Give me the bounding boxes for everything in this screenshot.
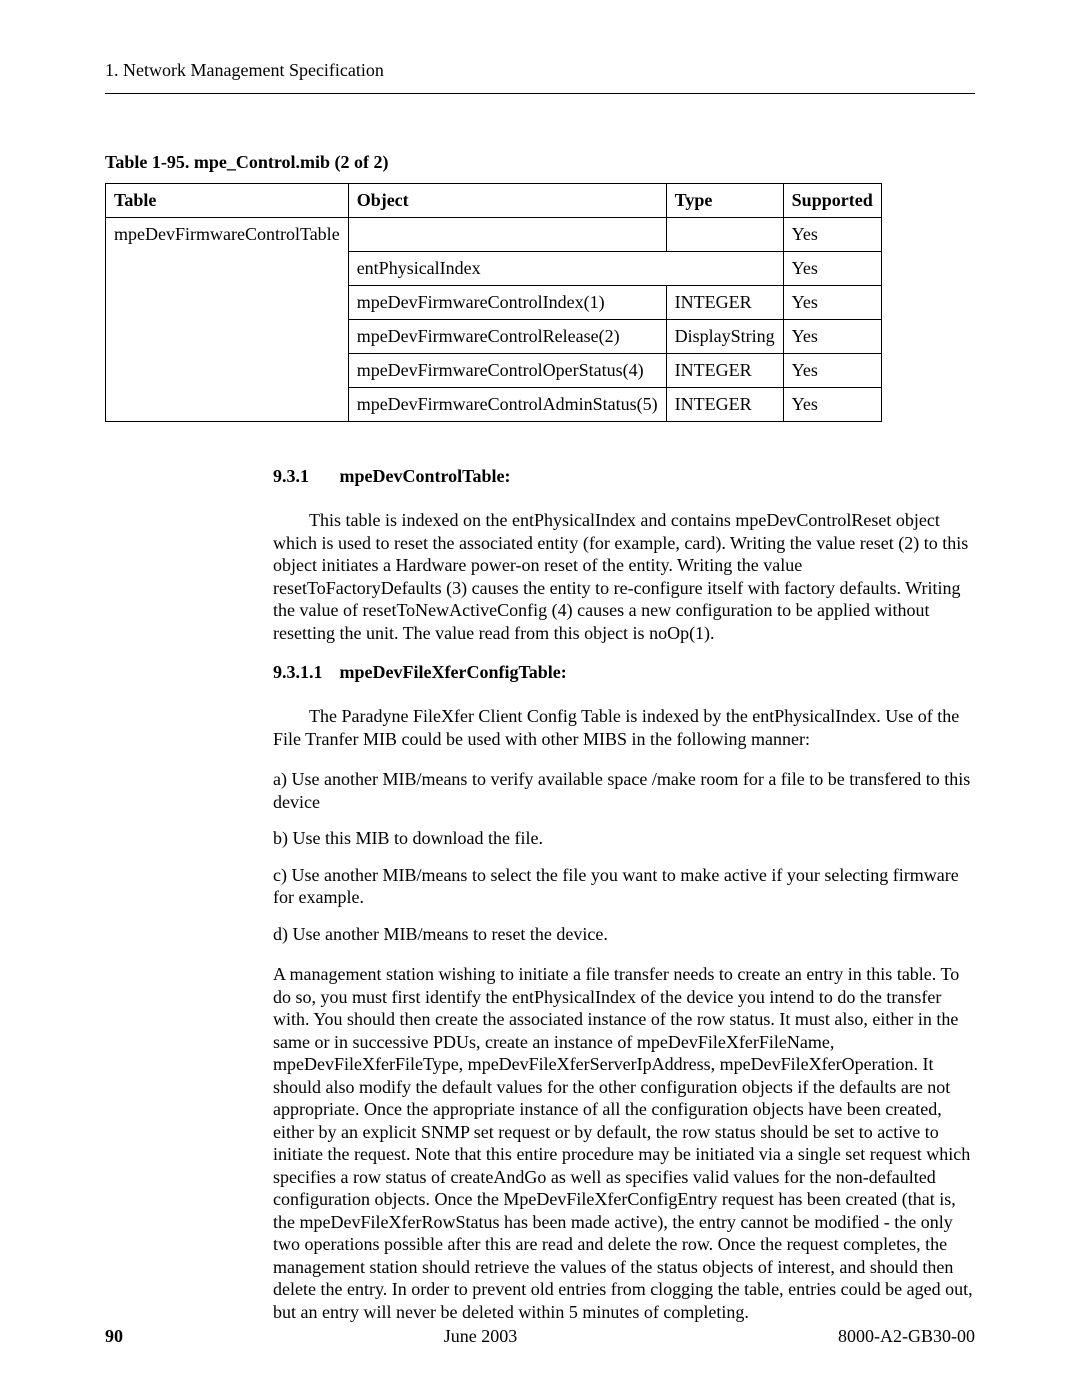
cell-table (106, 320, 349, 354)
page-footer: 90 June 2003 8000-A2-GB30-00 (105, 1326, 975, 1347)
table-header-row: Table Object Type Supported (106, 184, 882, 218)
cell-object: entPhysicalIndex (348, 252, 783, 286)
cell-table (106, 286, 349, 320)
list-item-d: d) Use another MIB/means to reset the de… (273, 923, 973, 946)
body-content: 9.3.1 mpeDevControlTable: This table is … (273, 466, 973, 1323)
cell-type: INTEGER (666, 286, 783, 320)
cell-supported: Yes (783, 218, 881, 252)
footer-right: 8000-A2-GB30-00 (838, 1326, 975, 1347)
cell-supported: Yes (783, 354, 881, 388)
mib-table: Table Object Type Supported mpeDevFirmwa… (105, 183, 882, 422)
cell-supported: Yes (783, 320, 881, 354)
table-caption: Table 1-95. mpe_Control.mib (2 of 2) (105, 152, 975, 173)
list-item-b: b) Use this MIB to download the file. (273, 827, 973, 850)
section-number: 9.3.1 (273, 466, 335, 487)
paragraph: A management station wishing to initiate… (273, 963, 973, 1323)
table-row: mpeDevFirmwareControlOperStatus(4) INTEG… (106, 354, 882, 388)
cell-table (106, 388, 349, 422)
cell-supported: Yes (783, 286, 881, 320)
table-row: mpeDevFirmwareControlAdminStatus(5) INTE… (106, 388, 882, 422)
cell-table (106, 252, 349, 286)
cell-type (666, 218, 783, 252)
cell-object (348, 218, 666, 252)
document-page: 1. Network Management Specification Tabl… (0, 0, 1080, 1397)
table-row: entPhysicalIndex Yes (106, 252, 882, 286)
section-title: mpeDevControlTable: (340, 466, 511, 486)
cell-object: mpeDevFirmwareControlIndex(1) (348, 286, 666, 320)
cell-type: DisplayString (666, 320, 783, 354)
cell-supported: Yes (783, 388, 881, 422)
table-row: mpeDevFirmwareControlRelease(2) DisplayS… (106, 320, 882, 354)
paragraph: This table is indexed on the entPhysical… (273, 509, 973, 644)
section-heading-9311: 9.3.1.1 mpeDevFileXferConfigTable: (273, 662, 973, 683)
header-title: 1. Network Management Specification (105, 60, 384, 80)
cell-object: mpeDevFirmwareControlOperStatus(4) (348, 354, 666, 388)
footer-center: June 2003 (444, 1326, 518, 1347)
cell-table: mpeDevFirmwareControlTable (106, 218, 349, 252)
cell-supported: Yes (783, 252, 881, 286)
section-number: 9.3.1.1 (273, 662, 335, 683)
section-heading-931: 9.3.1 mpeDevControlTable: (273, 466, 973, 487)
cell-type: INTEGER (666, 388, 783, 422)
col-header-object: Object (348, 184, 666, 218)
cell-table (106, 354, 349, 388)
cell-type: INTEGER (666, 354, 783, 388)
col-header-table: Table (106, 184, 349, 218)
list-item-a: a) Use another MIB/means to verify avail… (273, 768, 973, 813)
col-header-type: Type (666, 184, 783, 218)
section-title: mpeDevFileXferConfigTable: (340, 662, 567, 682)
table-row: mpeDevFirmwareControlIndex(1) INTEGER Ye… (106, 286, 882, 320)
col-header-supported: Supported (783, 184, 881, 218)
footer-page-number: 90 (105, 1326, 123, 1347)
list-item-c: c) Use another MIB/means to select the f… (273, 864, 973, 909)
cell-object: mpeDevFirmwareControlAdminStatus(5) (348, 388, 666, 422)
table-row: mpeDevFirmwareControlTable Yes (106, 218, 882, 252)
cell-object: mpeDevFirmwareControlRelease(2) (348, 320, 666, 354)
paragraph: The Paradyne FileXfer Client Config Tabl… (273, 705, 973, 750)
page-header: 1. Network Management Specification (105, 60, 975, 94)
